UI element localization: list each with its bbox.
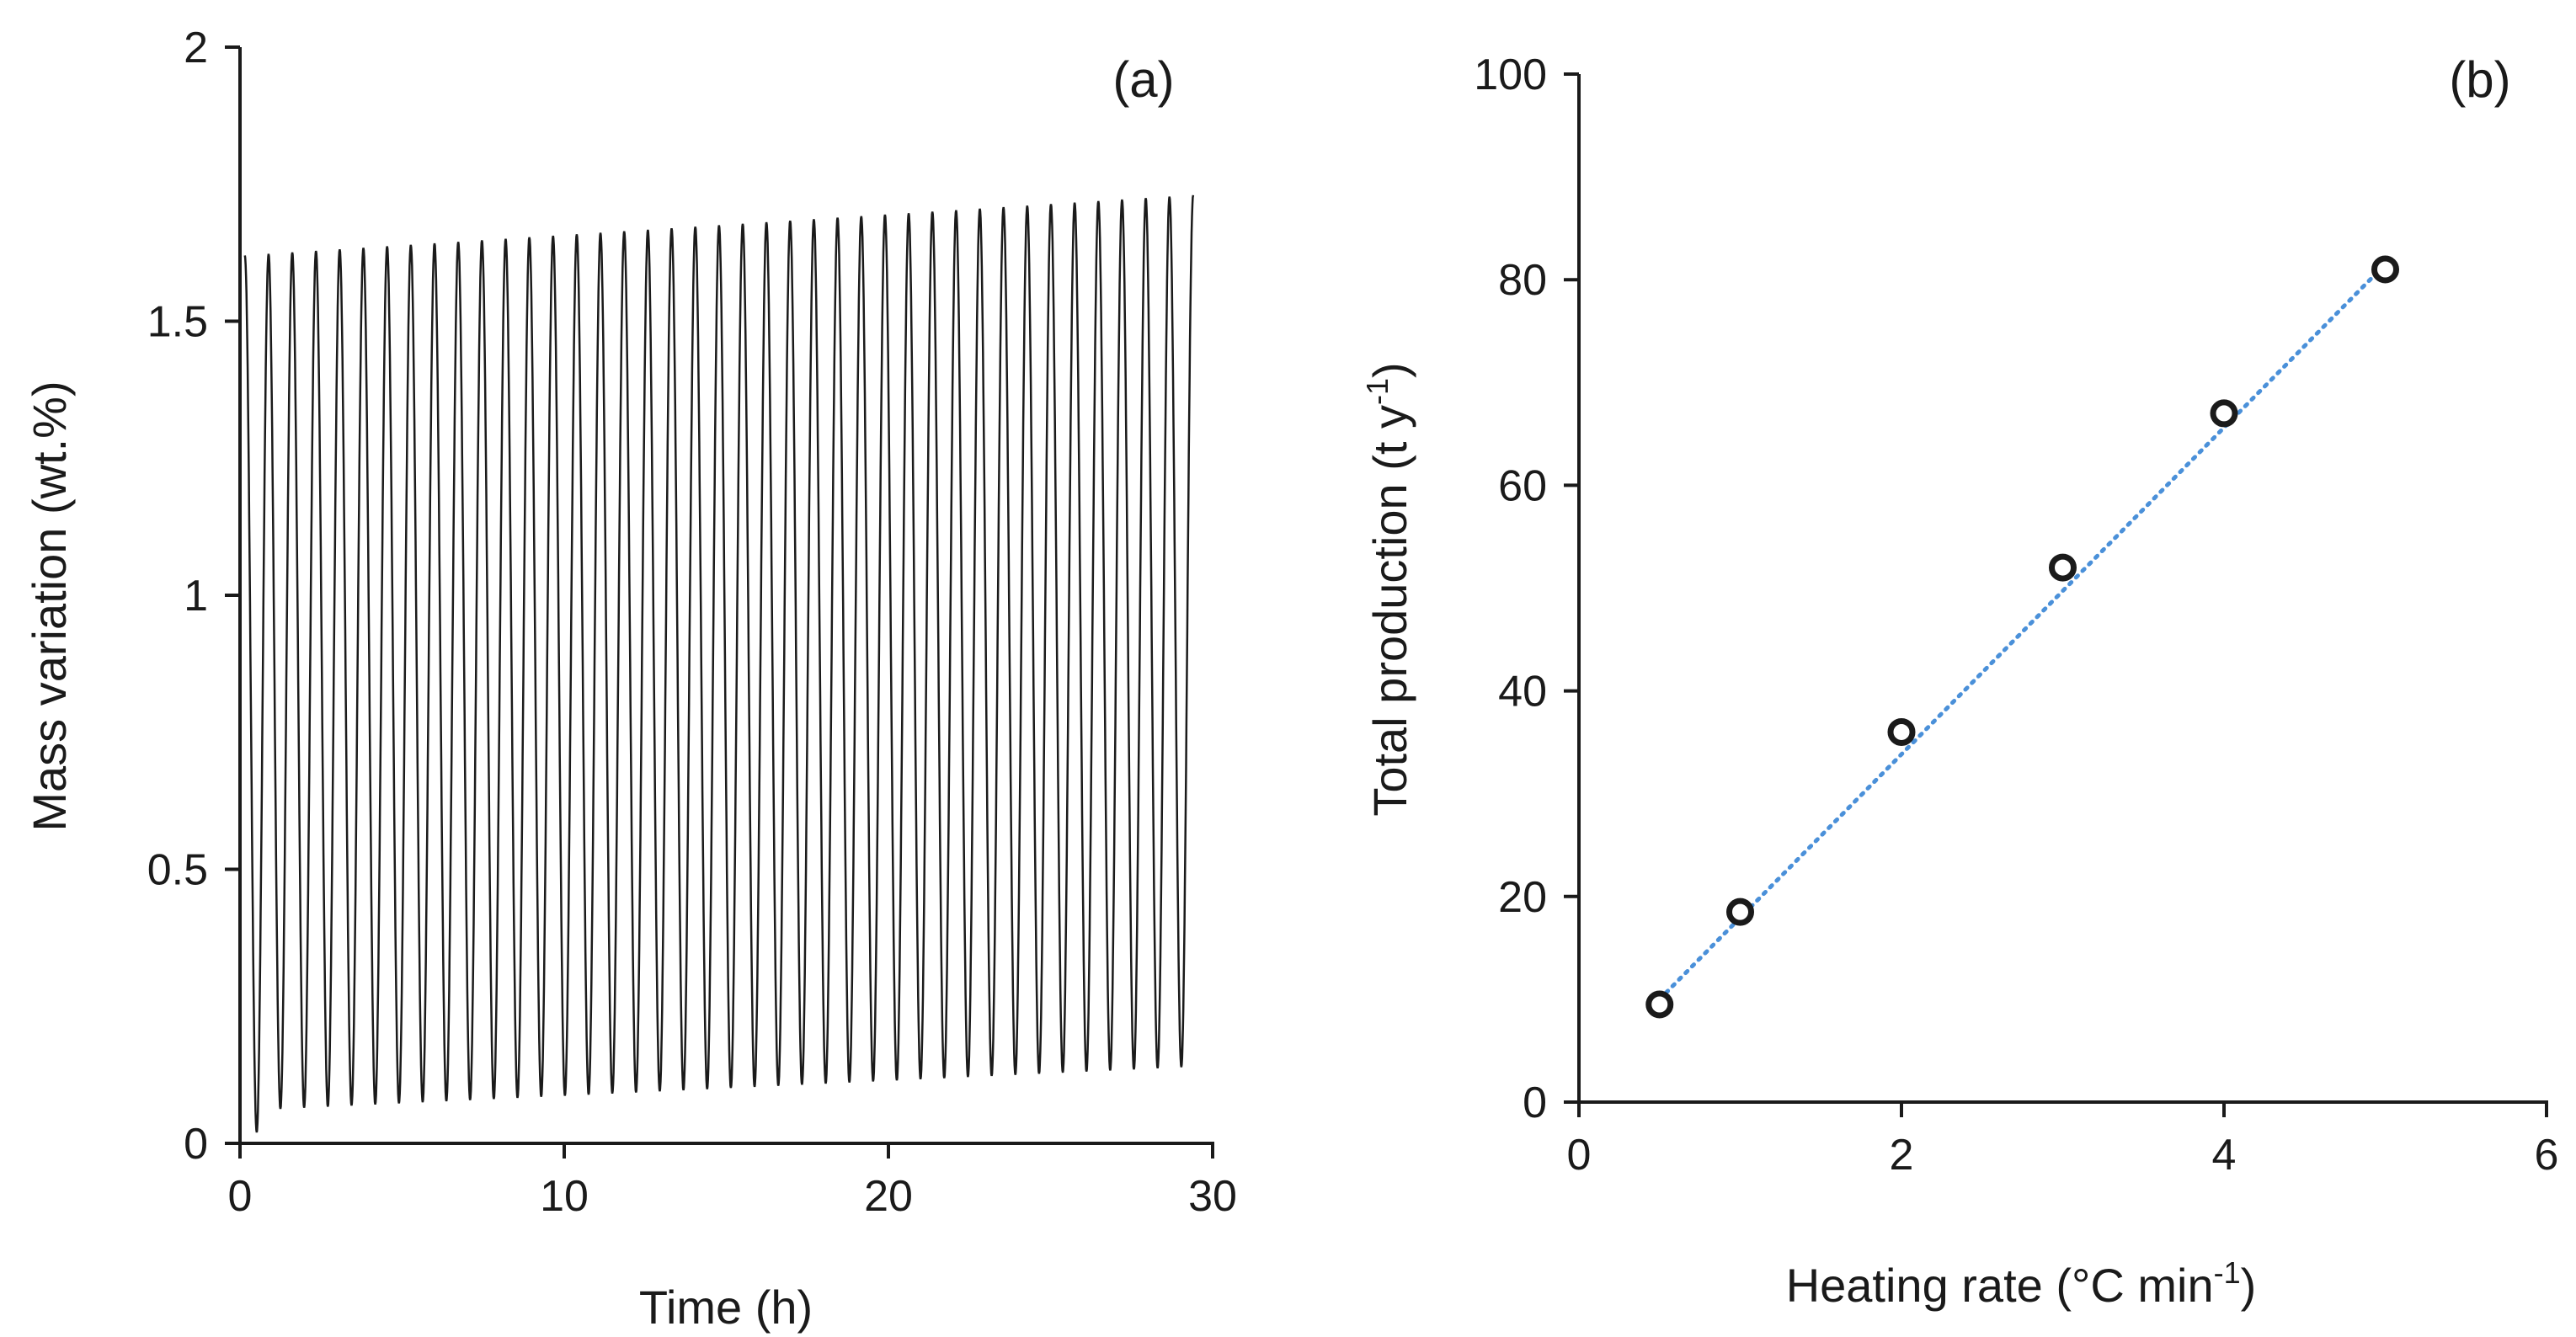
- chart-b-x-tick-label: 6: [2535, 1131, 2559, 1180]
- data-point: [1645, 990, 1674, 1019]
- chart-a-x-tick-label: 0: [228, 1172, 253, 1221]
- chart-a-tick-labels: 00.511.520 10 20 30: [147, 24, 1237, 1221]
- mass-variation-series: [243, 194, 1195, 1133]
- chart-b-x-axis-title-sup: -1: [2214, 1255, 2241, 1290]
- chart-b-panel-label: (b): [2449, 51, 2510, 108]
- chart-b-y-axis-title: Total production (t y-1): [1360, 362, 1416, 816]
- chart-b-y-axis-title-sup: -1: [1360, 378, 1395, 405]
- chart-b-y-axis-title-text: Total production (t y: [1363, 405, 1416, 817]
- chart-a-y-tick-label: 1.5: [147, 298, 208, 347]
- chart-b-x-tick-label: 0: [1567, 1131, 1592, 1180]
- chart-b-y-tick-label: 40: [1498, 668, 1547, 716]
- chart-a-y-axis-title: Mass variation (wt.%): [23, 381, 76, 831]
- chart-a-y-tick-label: 1: [184, 572, 208, 621]
- chart-b-x-tick-label: 2: [1890, 1131, 1914, 1180]
- chart-b-x-axis-title-end: ): [2241, 1259, 2257, 1312]
- chart-b-y-tick-label: 60: [1498, 461, 1547, 510]
- chart-b: 0 20 40 60 80 100 0 2 4 6 (b) Heating rate (°C mi…: [1360, 51, 2558, 1312]
- chart-b-points: [1645, 255, 2399, 1019]
- data-point: [2210, 399, 2238, 428]
- chart-b-y-tick-label: 80: [1498, 256, 1547, 305]
- chart-a-axes: [225, 45, 1214, 1159]
- chart-b-tick-labels: 0 20 40 60 80 100 0 2 4 6: [1474, 51, 2558, 1180]
- chart-a-x-axis-title: Time (h): [639, 1281, 813, 1334]
- data-point: [1726, 898, 1754, 926]
- chart-b-y-axis-title-end: ): [1363, 362, 1416, 378]
- data-point: [2371, 255, 2399, 284]
- chart-a-y-tick-label: 0: [184, 1120, 208, 1169]
- chart-b-axes: [1564, 72, 2548, 1117]
- chart-b-x-tick-label: 4: [2212, 1131, 2237, 1180]
- chart-b-y-tick-label: 0: [1523, 1079, 1547, 1127]
- chart-b-x-axis-title-text: Heating rate (°C min: [1786, 1259, 2214, 1312]
- chart-a-x-tick-label: 30: [1188, 1172, 1237, 1221]
- chart-b-y-tick-label: 20: [1498, 873, 1547, 922]
- chart-a-x-tick-label: 20: [864, 1172, 913, 1221]
- chart-a-x-tick-label: 10: [540, 1172, 589, 1221]
- chart-a-y-tick-label: 0.5: [147, 846, 208, 895]
- chart-a-y-tick-label: 2: [184, 24, 208, 72]
- chart-b-y-tick-label: 100: [1474, 51, 1547, 99]
- chart-a-panel-label: (a): [1112, 51, 1174, 108]
- data-point: [2049, 553, 2077, 582]
- chart-b-x-axis-title: Heating rate (°C min-1): [1786, 1255, 2257, 1312]
- chart-a: 00.511.520 10 20 30 (a) Time (h) Mass varia…: [23, 24, 1237, 1334]
- data-point: [1887, 717, 1916, 746]
- trendline: [1657, 262, 2387, 1002]
